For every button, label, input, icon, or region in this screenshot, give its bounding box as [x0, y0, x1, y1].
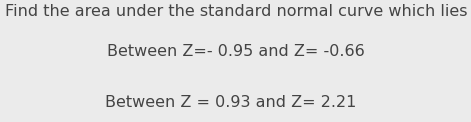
Text: Between Z = 0.93 and Z= 2.21: Between Z = 0.93 and Z= 2.21	[105, 95, 357, 110]
Text: Find the area under the standard normal curve which lies: Find the area under the standard normal …	[5, 4, 467, 19]
Text: Between Z=- 0.95 and Z= -0.66: Between Z=- 0.95 and Z= -0.66	[106, 44, 365, 59]
